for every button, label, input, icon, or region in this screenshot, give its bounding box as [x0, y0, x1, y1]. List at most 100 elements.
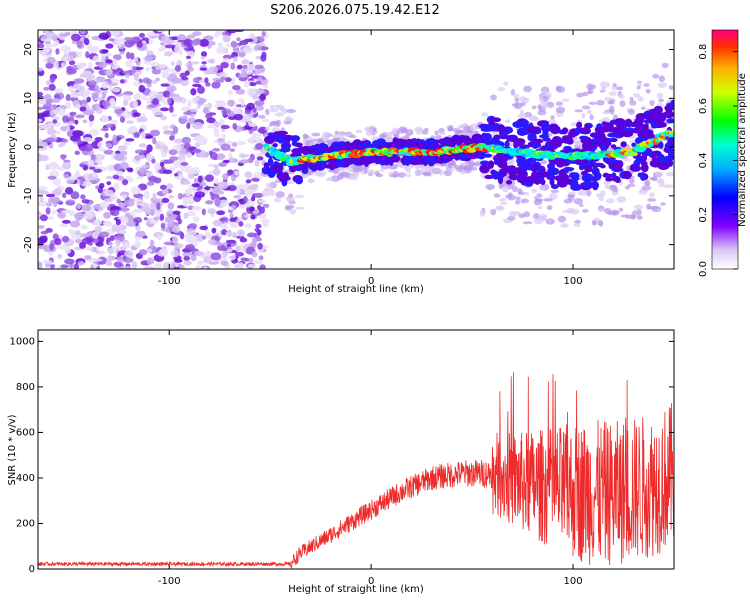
band-core-blob — [315, 147, 323, 153]
noise-blob — [171, 113, 178, 118]
band-halo-blob — [668, 85, 674, 90]
noise-blob — [52, 104, 57, 110]
band-halo-blob — [649, 176, 658, 181]
noise-blob — [114, 108, 124, 114]
band-halo-blob — [265, 182, 274, 189]
band-halo-blob — [518, 96, 528, 102]
noise-blob — [70, 191, 80, 200]
noise-blob — [97, 141, 103, 148]
band-halo-blob — [521, 198, 530, 204]
noise-blob — [110, 30, 121, 37]
noise-blob — [76, 62, 86, 70]
noise-blob — [75, 114, 85, 119]
noise-blob — [95, 249, 100, 254]
noise-blob — [60, 210, 70, 214]
band-core-blob — [591, 141, 604, 147]
noise-blob — [205, 200, 214, 205]
noise-blob — [194, 250, 205, 257]
noise-blob — [146, 50, 154, 56]
band-halo-blob — [379, 167, 385, 172]
band-halo-blob — [665, 171, 674, 177]
noise-blob — [206, 124, 217, 129]
noise-blob — [109, 97, 116, 105]
noise-blob — [222, 159, 230, 164]
noise-blob — [45, 62, 54, 69]
noise-blob — [220, 61, 229, 69]
noise-blob — [49, 75, 56, 83]
noise-blob — [225, 43, 231, 48]
noise-blob — [101, 81, 109, 90]
noise-blob — [238, 76, 248, 82]
noise-blob — [105, 69, 113, 76]
noise-blob — [81, 204, 92, 212]
noise-blob — [59, 108, 66, 116]
band-core-blob — [602, 172, 610, 178]
noise-blob — [214, 178, 219, 185]
band-core-blob — [667, 151, 674, 158]
band-halo-blob — [562, 209, 572, 213]
band-core-blob — [610, 144, 617, 149]
noise-blob — [196, 260, 205, 266]
noise-blob — [160, 70, 170, 79]
noise-blob — [145, 153, 153, 161]
noise-blob — [158, 47, 164, 52]
noise-blob — [82, 137, 93, 142]
noise-blob — [138, 143, 147, 148]
noise-blob — [225, 230, 235, 237]
noise-blob — [79, 73, 90, 78]
noise-blob — [168, 149, 178, 156]
noise-blob — [187, 34, 196, 39]
noise-blob — [119, 161, 129, 170]
noise-blob — [79, 30, 86, 35]
noise-blob — [157, 234, 163, 241]
band-core-blob — [582, 180, 593, 188]
band-core-blob — [599, 164, 606, 169]
noise-blob — [183, 38, 194, 46]
noise-blob — [237, 262, 244, 269]
band-core-blob — [508, 165, 517, 172]
noise-blob — [55, 48, 60, 55]
noise-blob — [170, 249, 180, 258]
noise-blob — [94, 225, 103, 233]
noise-blob — [46, 202, 53, 207]
noise-blob — [173, 173, 179, 177]
snr-x-ticks: -100 0 100 — [158, 330, 583, 587]
snr-x-axis-label: Height of straight line (km) — [288, 584, 424, 595]
noise-blob — [49, 264, 56, 269]
noise-blob — [187, 99, 192, 108]
y-tick-label: 800 — [16, 382, 35, 393]
band-core-blob — [620, 141, 627, 148]
band-halo-blob — [637, 96, 644, 102]
band-halo-blob — [288, 193, 294, 198]
band-core-blob — [459, 152, 469, 159]
noise-blob — [126, 120, 134, 124]
band-core-blob — [664, 155, 671, 163]
band-core-blob — [264, 135, 275, 145]
noise-blob — [234, 170, 240, 176]
band-core-blob — [611, 126, 624, 134]
band-halo-blob — [568, 191, 577, 196]
band-halo-blob — [633, 204, 643, 211]
noise-blob — [117, 145, 128, 151]
band-halo-blob — [591, 219, 597, 226]
noise-blob — [62, 161, 72, 170]
noise-blob — [184, 142, 191, 151]
noise-blob — [215, 79, 225, 83]
noise-blob — [248, 82, 257, 87]
noise-blob — [180, 76, 189, 81]
noise-blob — [214, 100, 226, 104]
noise-blob — [104, 132, 109, 139]
band-halo-blob — [516, 188, 523, 194]
noise-blob — [221, 133, 226, 140]
noise-blob — [101, 92, 107, 100]
noise-blob — [106, 247, 117, 254]
noise-blob — [194, 191, 206, 198]
noise-blob — [51, 209, 57, 215]
band-core-blob — [404, 157, 411, 166]
noise-blob — [56, 166, 65, 171]
noise-blob — [123, 99, 129, 107]
band-core-blob — [640, 124, 649, 131]
chart-title: S206.2026.075.19.42.E12 — [270, 3, 439, 18]
band-halo-blob — [588, 101, 597, 105]
